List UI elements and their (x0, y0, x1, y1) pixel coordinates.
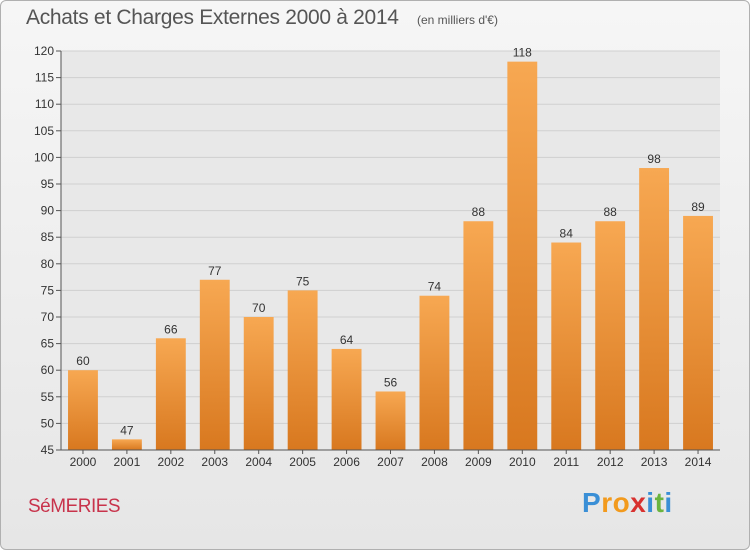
bar-2013 (639, 168, 670, 451)
data-label: 77 (208, 264, 222, 278)
y-tick-label: 65 (41, 337, 55, 351)
data-label: 60 (76, 354, 90, 368)
x-tick-label: 2010 (509, 455, 536, 469)
logo-letter: P (582, 487, 602, 518)
chart-subtitle: (en milliers d'€) (417, 13, 498, 27)
x-tick-label: 2012 (597, 455, 624, 469)
y-tick-label: 70 (41, 310, 55, 324)
bar-2012 (595, 221, 626, 450)
bar-2008 (419, 295, 450, 450)
data-label: 70 (252, 301, 266, 315)
data-label: 66 (164, 322, 178, 336)
y-tick-label: 85 (41, 230, 55, 244)
logo-letter: x (630, 487, 647, 518)
y-tick-label: 80 (41, 257, 55, 271)
x-tick-label: 2007 (377, 455, 404, 469)
data-label: 75 (296, 274, 310, 288)
y-tick-label: 100 (34, 150, 54, 164)
data-label: 84 (560, 227, 574, 241)
x-tick-label: 2003 (201, 455, 228, 469)
bar-2002 (155, 338, 186, 450)
y-tick-label: 45 (41, 443, 55, 457)
logo-letter: i (664, 487, 673, 518)
bar-2004 (243, 317, 274, 450)
y-tick-label: 90 (41, 204, 55, 218)
bar-2006 (331, 348, 362, 450)
bar-2000 (68, 370, 98, 450)
x-tick-label: 2000 (70, 455, 97, 469)
logo-letter: o (612, 487, 631, 518)
x-tick-label: 2004 (245, 455, 272, 469)
logo-letter: t (654, 487, 665, 518)
y-tick-label: 55 (41, 390, 55, 404)
data-label: 88 (472, 205, 486, 219)
x-tick-label: 2008 (421, 455, 448, 469)
x-tick-label: 2011 (553, 455, 579, 469)
x-tick-label: 2005 (289, 455, 316, 469)
data-label: 89 (691, 200, 705, 214)
data-label: 47 (120, 423, 134, 437)
bar-2014 (683, 215, 713, 450)
data-label: 64 (340, 333, 354, 347)
bar-2007 (375, 391, 406, 450)
bar-2011 (551, 242, 582, 450)
bar-2010 (507, 61, 538, 450)
y-tick-label: 105 (34, 124, 54, 138)
x-tick-label: 2013 (641, 455, 668, 469)
y-tick-label: 115 (35, 71, 54, 85)
bar-2005 (287, 290, 318, 450)
logo-letter: i (646, 487, 655, 518)
y-tick-label: 60 (41, 363, 55, 377)
commune-name: SéMERIES (28, 496, 121, 517)
x-tick-label: 2001 (114, 455, 141, 469)
bar-2001 (111, 439, 142, 450)
y-tick-label: 95 (41, 177, 55, 191)
x-tick-label: 2006 (333, 455, 360, 469)
y-tick-label: 75 (41, 283, 55, 297)
bar-2009 (463, 221, 494, 450)
x-tick-label: 2009 (465, 455, 492, 469)
y-tick-label: 120 (34, 44, 54, 58)
chart-title: Achats et Charges Externes 2000 à 2014 (26, 6, 399, 29)
data-label: 98 (647, 152, 661, 166)
logo-letter: r (601, 487, 613, 518)
proxiti-logo: Proxiti (582, 487, 673, 519)
x-tick-label: 2014 (685, 455, 712, 469)
data-label: 74 (428, 280, 442, 294)
y-tick-label: 50 (41, 416, 55, 430)
data-label: 56 (384, 375, 398, 389)
y-tick-label: 110 (35, 97, 54, 111)
data-label: 118 (513, 46, 532, 60)
bar-2003 (199, 279, 230, 450)
x-tick-label: 2002 (157, 455, 184, 469)
data-label: 88 (603, 205, 617, 219)
